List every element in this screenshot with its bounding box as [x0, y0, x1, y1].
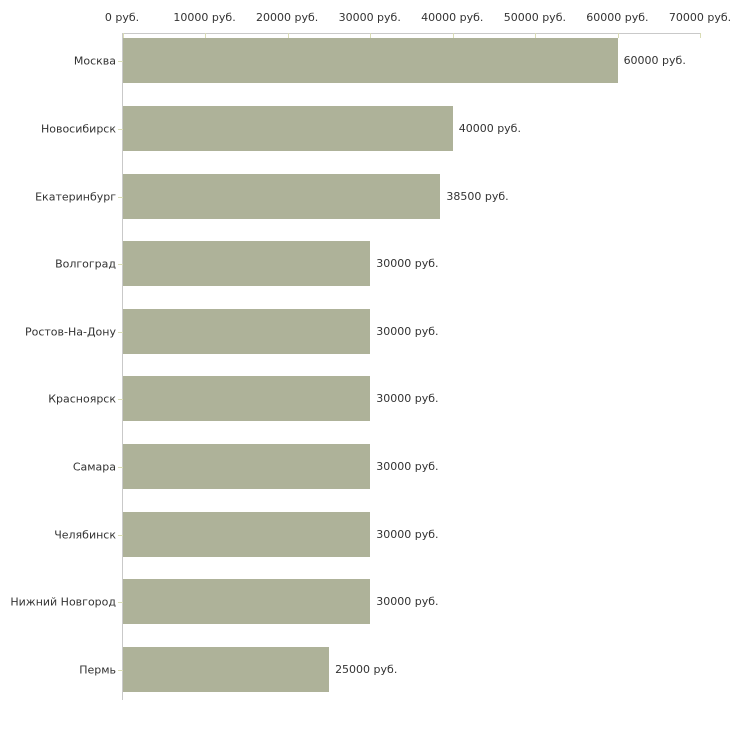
- category-label: Екатеринбург: [35, 190, 116, 203]
- bar: [123, 579, 371, 624]
- bar: [123, 309, 371, 354]
- value-label: 60000 руб.: [623, 54, 686, 67]
- value-label: 30000 руб.: [376, 528, 439, 541]
- bar: [123, 647, 330, 692]
- bar-row-nizhniy-novgorod: Нижний Новгород 30000 руб.: [10, 579, 700, 624]
- category-label: Новосибирск: [40, 122, 116, 135]
- bar: [123, 512, 371, 557]
- x-tick-label: 30000 руб.: [338, 11, 401, 24]
- x-tick-mark: [205, 33, 207, 38]
- bar-row-krasnoyarsk: Красноярск 30000 руб.: [48, 376, 700, 421]
- category-label: Москва: [73, 54, 116, 67]
- bar-row-perm: Пермь 25000 руб.: [79, 647, 700, 692]
- bar-row-rostov-na-donu: Ростов-На-Дону 30000 руб.: [25, 309, 700, 354]
- category-tick: [118, 196, 123, 198]
- x-tick-label: 70000 руб.: [668, 11, 730, 24]
- bar-row-ekaterinburg: Екатеринбург 38500 руб.: [35, 174, 700, 219]
- x-tick-mark: [617, 33, 619, 38]
- category-tick: [118, 128, 123, 130]
- category-label: Ростов-На-Дону: [24, 325, 116, 338]
- x-tick-mark: [287, 33, 289, 38]
- value-label: 30000 руб.: [376, 392, 439, 405]
- category-label: Нижний Новгород: [10, 595, 116, 608]
- x-tick-label: 10000 руб.: [173, 11, 236, 24]
- category-tick: [118, 601, 123, 603]
- x-tick-mark: [123, 33, 124, 38]
- value-label: 30000 руб.: [376, 595, 439, 608]
- bar: [123, 106, 453, 151]
- value-label: 30000 руб.: [376, 460, 439, 473]
- x-tick-mark: [700, 33, 701, 38]
- category-label: Красноярск: [48, 392, 116, 405]
- x-tick-label: 40000 руб.: [421, 11, 484, 24]
- x-tick-mark: [452, 33, 454, 38]
- bar-row-samara: Самара 30000 руб.: [73, 444, 700, 489]
- x-axis-labels: 0 руб. 10000 руб. 20000 руб. 30000 руб. …: [105, 11, 730, 25]
- bar: [123, 241, 371, 286]
- value-label: 25000 руб.: [335, 663, 398, 676]
- category-tick: [118, 669, 123, 671]
- bar-row-novosibirsk: Новосибирск 40000 руб.: [41, 106, 700, 151]
- value-label: 38500 руб.: [446, 190, 509, 203]
- bar: [123, 444, 371, 489]
- bar-row-chelyabinsk: Челябинск 30000 руб.: [54, 512, 700, 557]
- category-tick: [118, 398, 123, 400]
- x-tick-mark: [370, 33, 372, 38]
- bar: [123, 38, 618, 83]
- bar: [123, 376, 371, 421]
- x-tick-label: 60000 руб.: [586, 11, 649, 24]
- x-tick-mark: [535, 33, 537, 38]
- category-label: Пермь: [79, 663, 116, 676]
- category-tick: [118, 466, 123, 468]
- x-tick-label: 50000 руб.: [503, 11, 566, 24]
- value-label: 30000 руб.: [376, 257, 439, 270]
- plot-area: Москва 60000 руб. Новосибирск 40000 руб.…: [10, 33, 701, 700]
- category-tick: [118, 331, 123, 333]
- x-tick-label: 0 руб.: [104, 11, 140, 24]
- value-label: 30000 руб.: [376, 325, 439, 338]
- category-label: Челябинск: [54, 528, 116, 541]
- category-label: Самара: [72, 460, 116, 473]
- bar: [123, 174, 441, 219]
- value-label: 40000 руб.: [458, 122, 521, 135]
- category-tick: [118, 60, 123, 62]
- bar-row-volgograd: Волгоград 30000 руб.: [55, 241, 700, 286]
- category-label: Волгоград: [55, 257, 116, 270]
- category-tick: [118, 534, 123, 536]
- x-tick-label: 20000 руб.: [256, 11, 319, 24]
- category-tick: [118, 263, 123, 265]
- bar-row-moskva: Москва 60000 руб.: [74, 38, 700, 83]
